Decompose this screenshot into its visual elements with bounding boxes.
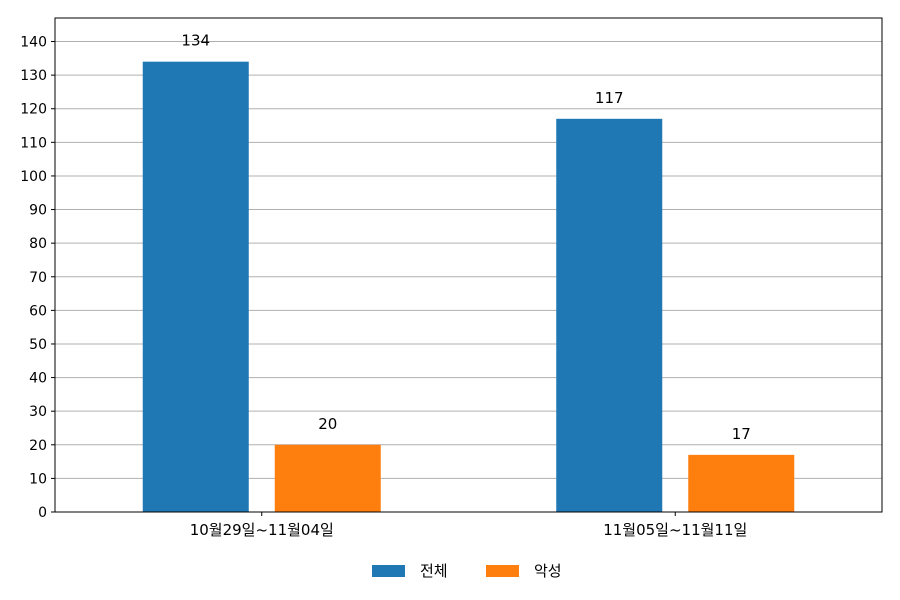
y-tick-label: 50 — [29, 337, 47, 353]
bars — [142, 61, 795, 513]
legend-swatch — [372, 565, 405, 577]
y-tick-label: 0 — [38, 505, 47, 521]
y-tick-label: 10 — [29, 471, 47, 487]
plot-frame — [54, 17, 883, 513]
x-category-label: 11월05일~11월11일 — [603, 521, 747, 539]
x-category-label: 10월29일~11월04일 — [190, 521, 334, 539]
bar-악성 — [274, 444, 381, 512]
bar-악성 — [688, 454, 795, 512]
legend-swatch — [486, 565, 519, 577]
data-label: 20 — [318, 415, 337, 433]
y-tick-label: 60 — [29, 303, 47, 319]
y-tick-label: 40 — [29, 371, 47, 387]
y-tick-label: 30 — [29, 404, 47, 420]
y-tick-label: 130 — [20, 68, 47, 84]
y-tick-label: 80 — [29, 236, 47, 252]
y-axis: 0 10 20 30 40 50 60 70 80 90 100 110 120 130 140 — [20, 35, 55, 521]
legend-label: 전체 — [420, 562, 448, 580]
data-labels: 134 20 117 17 — [181, 32, 750, 443]
data-label: 134 — [181, 32, 210, 50]
y-tick-label: 100 — [20, 169, 47, 185]
bar-전체 — [142, 61, 249, 513]
data-label: 117 — [595, 89, 624, 107]
y-tick-label: 20 — [29, 438, 47, 454]
y-tick-label: 110 — [20, 135, 47, 151]
legend: 전체 악성 — [372, 562, 562, 580]
data-label: 17 — [732, 425, 751, 443]
x-axis: 10월29일~11월04일 11월05일~11월11일 — [190, 512, 747, 539]
y-tick-label: 70 — [29, 270, 47, 286]
y-tick-label: 90 — [29, 203, 47, 219]
y-tick-label: 120 — [20, 102, 47, 118]
bar-전체 — [556, 118, 663, 512]
legend-label: 악성 — [534, 562, 562, 580]
y-tick-label: 140 — [20, 35, 47, 51]
